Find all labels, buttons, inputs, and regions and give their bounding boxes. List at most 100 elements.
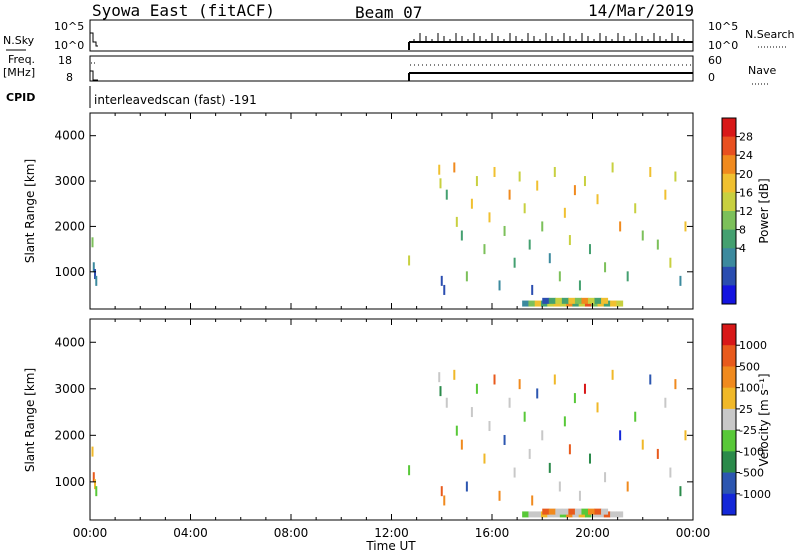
- freq-unit: [MHz]: [3, 66, 35, 79]
- data-point: [438, 164, 441, 175]
- colorbar-segment: [722, 451, 736, 474]
- velocity-panel: 4000 3000 2000 1000 00:00 04:00 08:00 12:00 16:0…: [23, 318, 771, 553]
- freq-label: Freq.: [8, 53, 35, 66]
- data-point: [94, 479, 97, 490]
- colorbar-tick-label: 16: [739, 186, 753, 199]
- x-tick-label: 20:00: [575, 526, 610, 540]
- colorbar-segment: [722, 155, 736, 175]
- band-cell: [568, 508, 576, 515]
- y-tick-label: 2000: [54, 428, 85, 442]
- data-point: [408, 465, 411, 476]
- band-cell: [561, 508, 569, 515]
- data-point: [541, 430, 544, 441]
- velocity-colorbar-label: Velocity [m s⁻¹]: [757, 373, 771, 466]
- colorbar-segment: [722, 173, 736, 193]
- data-point: [669, 467, 672, 478]
- data-point: [573, 185, 576, 196]
- y-tick-label: 1000: [54, 475, 85, 489]
- y-tick-label: 3000: [54, 382, 85, 396]
- x-tick-label: 16:00: [475, 526, 510, 540]
- data-point: [91, 446, 94, 457]
- data-point: [440, 486, 443, 497]
- colorbar-segment: [722, 211, 736, 231]
- band-cell: [534, 511, 542, 518]
- band-cell: [568, 297, 576, 304]
- band-cell: [528, 511, 536, 518]
- freq-early-trace: [90, 70, 98, 81]
- data-point: [94, 269, 97, 280]
- power-ylabel: Slant Range [km]: [23, 159, 37, 263]
- y-tick-label: 3000: [54, 174, 85, 188]
- data-point: [656, 239, 659, 250]
- nsky-tick-top: 10^5: [54, 20, 84, 33]
- nsky-tick-bottom: 10^0: [54, 39, 84, 52]
- colorbar-tick-label: 100: [739, 382, 760, 395]
- band-cell: [548, 297, 556, 304]
- data-point: [674, 379, 677, 390]
- data-point: [568, 444, 571, 455]
- colorbar-frame: [721, 323, 737, 516]
- cpid-label: CPID: [6, 91, 35, 104]
- data-point: [445, 189, 448, 200]
- data-point: [443, 284, 446, 295]
- data-point: [568, 235, 571, 246]
- data-point: [518, 379, 521, 390]
- data-point: [493, 374, 496, 385]
- noise-panel: N.Sky 10^5 10^0 10^5 10^0 N.Search: [3, 19, 795, 52]
- band-cell: [555, 297, 563, 304]
- data-point: [541, 221, 544, 232]
- power-marks: [91, 162, 687, 307]
- band-cell: [587, 508, 596, 515]
- data-point: [536, 388, 539, 399]
- y-tick-label: 1000: [54, 265, 85, 279]
- band-cell: [574, 297, 582, 304]
- freq-panel-frame: [89, 55, 694, 82]
- freq-tick-top: 18: [58, 54, 72, 67]
- data-point: [475, 176, 478, 187]
- nsearch-label: N.Search: [745, 28, 795, 41]
- data-point: [528, 448, 531, 459]
- data-point: [664, 397, 667, 408]
- colorbar-tick-label: -100: [739, 445, 764, 458]
- data-point: [453, 369, 456, 380]
- noise-trace: [90, 32, 693, 50]
- data-point: [669, 257, 672, 268]
- nave-tick-bottom: 0: [708, 71, 715, 84]
- data-point: [578, 490, 581, 501]
- data-point: [483, 453, 486, 464]
- colorbar-segment: [722, 192, 736, 212]
- colorbar-segment: [722, 345, 736, 367]
- colorbar-segment: [722, 408, 736, 431]
- data-point: [548, 253, 551, 264]
- colorbar-tick-label: 24: [739, 149, 753, 162]
- data-point: [439, 386, 442, 397]
- colorbar-segment: [722, 493, 736, 516]
- power-colorbar-label: Power [dB]: [757, 178, 771, 243]
- data-point: [453, 162, 456, 173]
- power-axes: 4000 3000 2000 1000: [54, 113, 694, 309]
- band-cell: [616, 300, 624, 307]
- colorbar-tick-label: -1000: [739, 488, 771, 501]
- data-point: [604, 262, 607, 273]
- data-point: [583, 176, 586, 187]
- y-tick-label: 4000: [54, 129, 85, 143]
- colorbar-tick-label: 4: [739, 242, 746, 255]
- colorbar-segment: [722, 285, 736, 305]
- data-point: [596, 402, 599, 413]
- data-point: [588, 453, 591, 464]
- data-point: [563, 207, 566, 218]
- data-point: [503, 225, 506, 236]
- x-tick-label: 00:00: [676, 526, 711, 540]
- data-point: [460, 230, 463, 241]
- data-point: [604, 472, 607, 483]
- nave-tick-top: 60: [708, 54, 722, 67]
- colorbar-segment: [722, 324, 736, 346]
- data-point: [596, 194, 599, 205]
- data-point: [513, 257, 516, 268]
- data-point: [634, 411, 637, 422]
- nsearch-tick-bottom: 10^0: [708, 39, 738, 52]
- data-point: [684, 430, 687, 441]
- data-point: [583, 383, 586, 394]
- freq-trace: [90, 62, 693, 81]
- data-point: [656, 448, 659, 459]
